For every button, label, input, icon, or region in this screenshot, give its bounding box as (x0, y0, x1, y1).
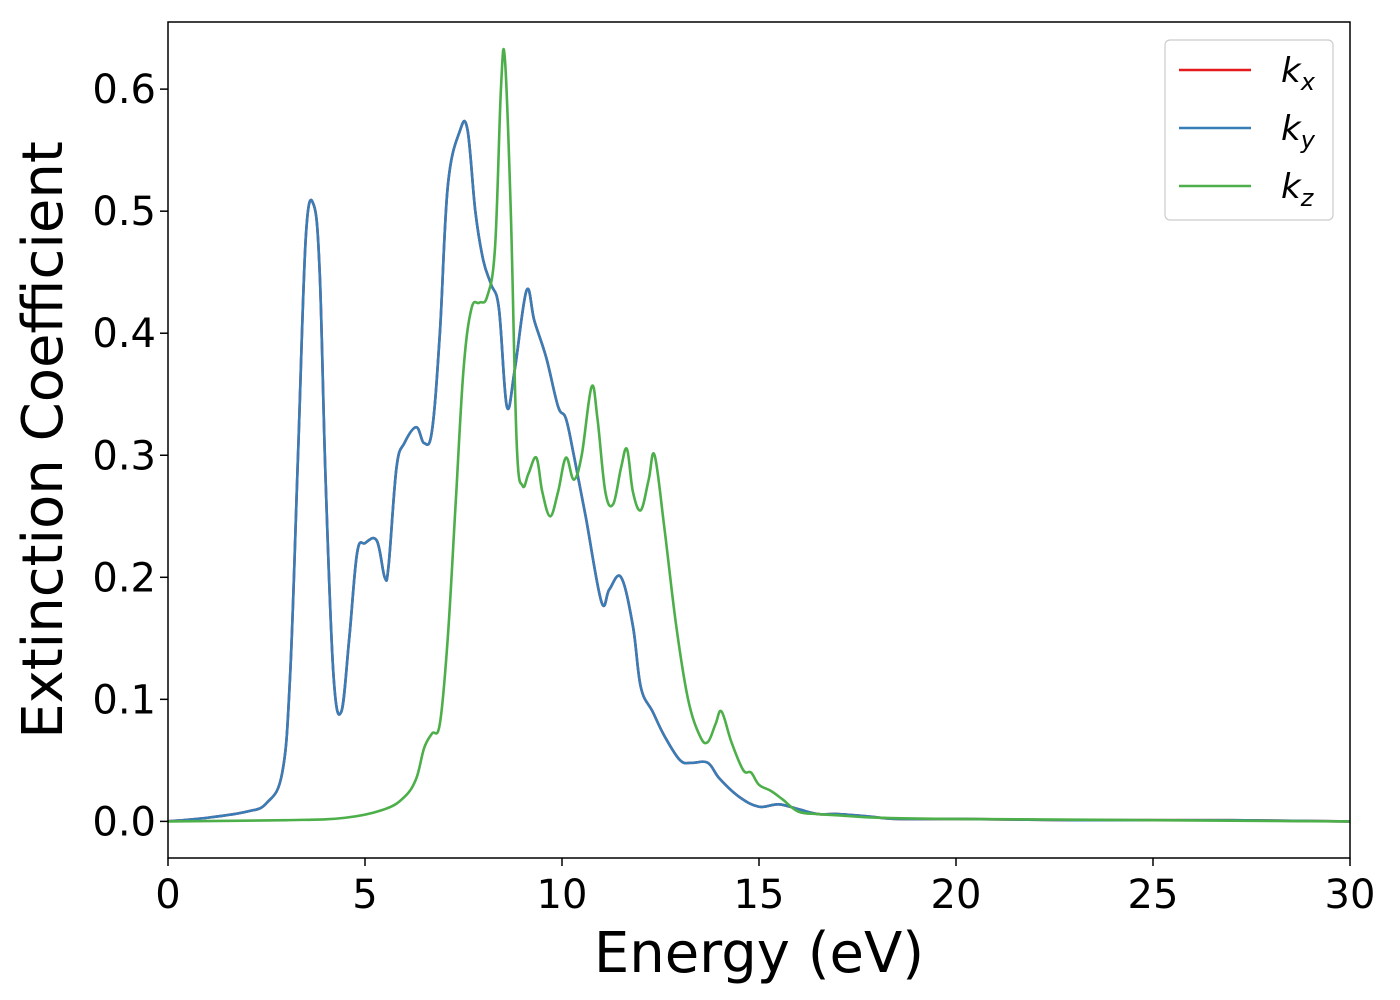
x-tick-label: 15 (734, 872, 785, 918)
x-tick-label: 0 (155, 872, 180, 918)
y-axis-label: Extinction Coefficient (11, 141, 76, 739)
x-tick-label: 20 (931, 872, 982, 918)
series-line-ky (168, 119, 1350, 823)
y-axis: 0.0 0.1 0.2 0.3 0.4 0.5 0.6 (92, 67, 168, 845)
legend-label-kz: kz (1281, 167, 1315, 212)
series-line-kx (168, 119, 1350, 823)
legend-frame (1164, 39, 1334, 221)
y-tick-label: 0.2 (92, 555, 156, 601)
y-tick-label: 0.3 (92, 433, 156, 479)
x-axis-label: Energy (eV) (594, 921, 924, 986)
series-layer (168, 47, 1350, 823)
series-line-kz (168, 47, 1350, 823)
x-tick-label: 5 (352, 872, 377, 918)
legend-subscript: x (1300, 68, 1316, 96)
y-tick-label: 0.6 (92, 67, 156, 113)
x-axis: 0 5 10 15 20 25 30 (155, 858, 1375, 918)
y-tick-label: 0.4 (92, 311, 156, 357)
x-tick-label: 10 (537, 872, 588, 918)
x-tick-label: 25 (1128, 872, 1179, 918)
x-tick-label: 30 (1325, 872, 1376, 918)
legend-subscript: y (1300, 126, 1316, 154)
y-tick-label: 0.1 (92, 677, 156, 723)
legend-subscript: z (1300, 184, 1315, 212)
y-tick-label: 0.0 (92, 799, 156, 845)
y-tick-label: 0.5 (92, 189, 156, 235)
